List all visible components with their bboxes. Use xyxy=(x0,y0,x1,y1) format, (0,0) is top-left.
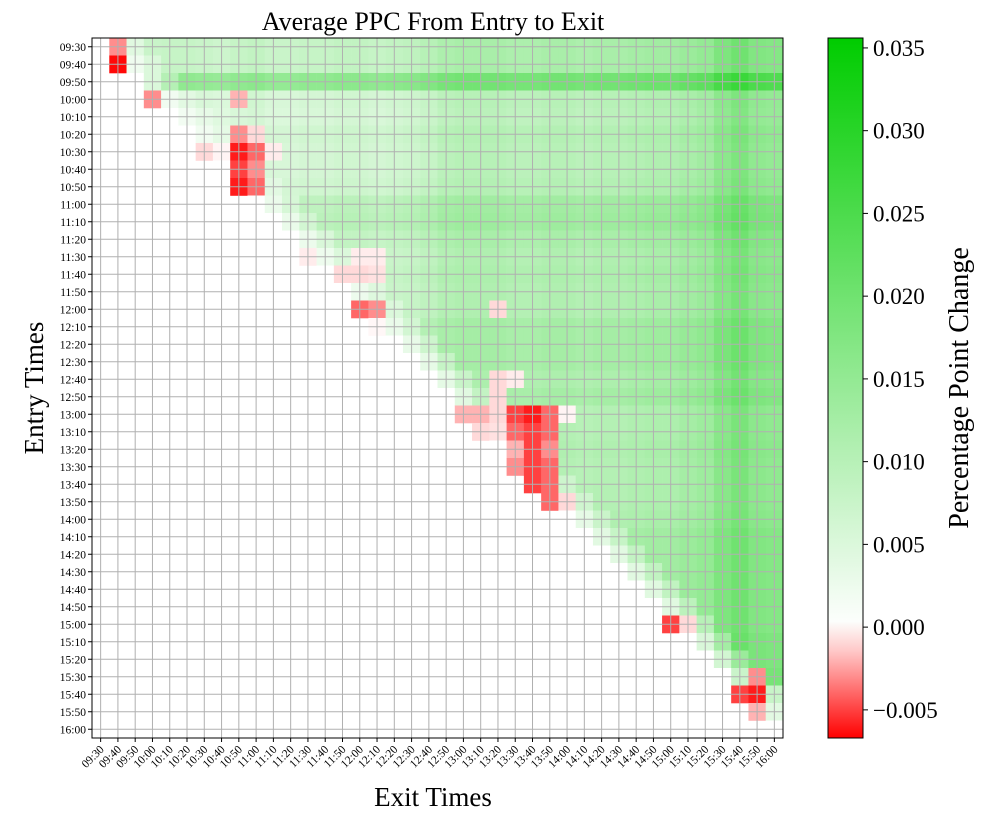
y-tick-label: 14:10 xyxy=(60,532,86,544)
y-tick-labels: 09:30 09:40 09:50 10:00 10:10 10:20 10:30 10:40… xyxy=(60,42,92,736)
y-tick-label: 11:30 xyxy=(60,252,86,264)
y-tick-label: 13:10 xyxy=(60,427,86,439)
colorbar-tick-label: 0.015 xyxy=(873,367,925,392)
colorbar xyxy=(827,37,864,739)
y-tick-label: 12:10 xyxy=(60,322,86,334)
y-tick-label: 12:50 xyxy=(60,392,86,404)
y-axis-title: Entry Times xyxy=(19,322,49,455)
y-tick-label: 10:00 xyxy=(60,94,86,106)
colorbar-title: Percentage Point Change xyxy=(944,247,975,528)
chart-title: Average PPC From Entry to Exit xyxy=(262,7,605,36)
colorbar-tick-label: 0.005 xyxy=(873,532,925,557)
y-tick-label: 09:30 xyxy=(60,42,86,54)
colorbar-tick-label: 0.010 xyxy=(873,450,925,475)
y-tick-label: 09:40 xyxy=(60,59,86,71)
y-tick-label: 11:40 xyxy=(60,269,86,281)
y-tick-label: 10:50 xyxy=(60,182,86,194)
y-tick-label: 12:20 xyxy=(60,339,86,351)
colorbar-tick-label: 0.025 xyxy=(873,201,925,226)
colorbar-tick-label: 0.030 xyxy=(873,119,925,144)
x-axis-title: Exit Times xyxy=(374,782,492,812)
y-tick-label: 13:00 xyxy=(60,409,86,421)
y-tick-label: 10:10 xyxy=(60,112,86,124)
y-tick-label: 10:30 xyxy=(60,147,86,159)
heatmap-grid xyxy=(92,38,783,738)
colorbar-tick-label: 0.020 xyxy=(873,284,925,309)
plot-frame xyxy=(91,37,784,739)
colorbar-tick-label: −0.005 xyxy=(873,698,938,723)
y-tick-label: 14:30 xyxy=(60,567,86,579)
colorbar-tick-label: 0.035 xyxy=(873,36,925,61)
y-tick-label: 13:40 xyxy=(60,479,86,491)
y-tick-label: 11:20 xyxy=(60,234,86,246)
y-tick-label: 10:20 xyxy=(60,129,86,141)
y-tick-label: 12:40 xyxy=(60,374,86,386)
y-tick-label: 12:00 xyxy=(60,304,86,316)
y-tick-label: 15:10 xyxy=(60,637,86,649)
y-tick-label: 14:40 xyxy=(60,584,86,596)
colorbar-ticks: −0.005 0.000 0.005 0.010 0.015 0.020 0.025 0.03… xyxy=(863,36,938,723)
y-tick-label: 15:00 xyxy=(60,619,86,631)
y-tick-label: 14:50 xyxy=(60,602,86,614)
y-tick-label: 15:20 xyxy=(60,654,86,666)
y-tick-label: 11:10 xyxy=(60,217,86,229)
y-tick-label: 13:20 xyxy=(60,444,86,456)
y-tick-label: 11:50 xyxy=(60,287,86,299)
y-tick-label: 15:50 xyxy=(60,707,86,719)
y-tick-label: 12:30 xyxy=(60,357,86,369)
y-tick-label: 15:30 xyxy=(60,672,86,684)
y-tick-label: 15:40 xyxy=(60,689,86,701)
x-tick-labels: 09:3009:4009:5010:0010:1010:2010:3010:40… xyxy=(80,738,781,771)
y-tick-label: 14:00 xyxy=(60,514,86,526)
y-tick-label: 11:00 xyxy=(60,199,86,211)
y-tick-label: 10:40 xyxy=(60,164,86,176)
colorbar-tick-label: 0.000 xyxy=(873,615,925,640)
y-tick-label: 13:30 xyxy=(60,462,86,474)
y-tick-label: 14:20 xyxy=(60,549,86,561)
y-tick-label: 13:50 xyxy=(60,497,86,509)
y-tick-label: 09:50 xyxy=(60,77,86,89)
y-tick-label: 16:00 xyxy=(60,724,86,736)
